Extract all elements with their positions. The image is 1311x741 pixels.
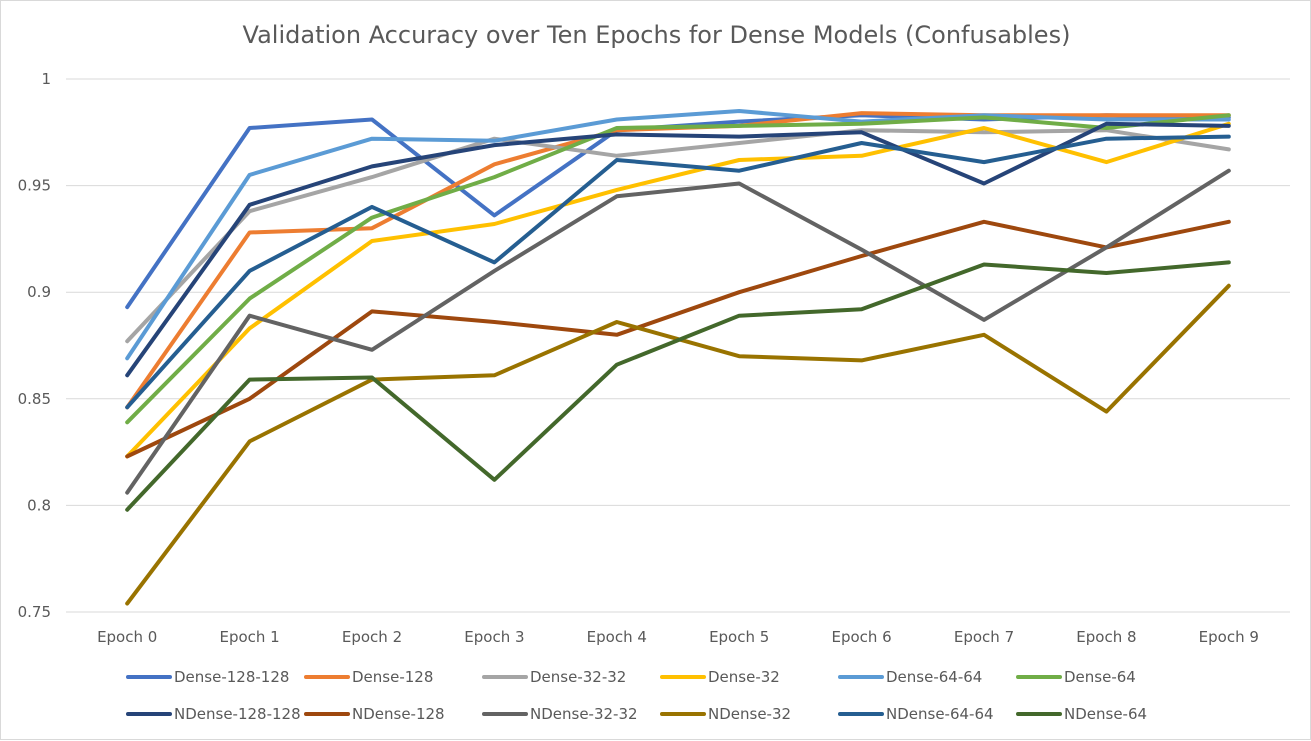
x-tick-label: Epoch 4 [587, 628, 647, 646]
x-tick-label: Epoch 8 [1076, 628, 1136, 646]
chart-title: Validation Accuracy over Ten Epochs for … [242, 21, 1071, 49]
legend-label-ndense-32: NDense-32 [708, 705, 791, 723]
x-tick-label: Epoch 9 [1199, 628, 1259, 646]
legend-label-ndense-32-32: NDense-32-32 [530, 705, 638, 723]
series-lines [125, 109, 1231, 606]
series-line-dense-64 [125, 113, 1231, 425]
x-tick-label: Epoch 0 [97, 628, 157, 646]
x-tick-label: Epoch 1 [219, 628, 279, 646]
series-line-ndense-64 [125, 260, 1231, 512]
legend-label-ndense-128: NDense-128 [352, 705, 445, 723]
legend-label-dense-32: Dense-32 [708, 668, 780, 686]
series-line-ndense-128 [125, 219, 1231, 459]
x-tick-label: Epoch 2 [342, 628, 402, 646]
x-tick-label: Epoch 7 [954, 628, 1014, 646]
y-axis: 0.75 0.8 0.85 0.9 0.95 1 [18, 70, 51, 621]
x-tick-label: Epoch 6 [831, 628, 891, 646]
y-tick-label: 0.8 [27, 496, 51, 514]
legend-label-ndense-128-128: NDense-128-128 [174, 705, 301, 723]
series-line-dense-32-32 [125, 128, 1231, 344]
legend-label-dense-32-32: Dense-32-32 [530, 668, 626, 686]
y-tick-label: 0.9 [27, 283, 51, 301]
series-line-dense-128 [125, 111, 1231, 410]
series-line-ndense-32-32 [125, 168, 1231, 495]
gridlines [66, 78, 1290, 613]
legend-label-ndense-64-64: NDense-64-64 [886, 705, 994, 723]
x-tick-label: Epoch 5 [709, 628, 769, 646]
series-line-ndense-32 [125, 283, 1231, 606]
legend-label-ndense-64: NDense-64 [1064, 705, 1147, 723]
series-line-dense-32 [125, 121, 1231, 459]
series-line-ndense-64-64 [125, 134, 1231, 410]
series-line-ndense-128-128 [125, 121, 1231, 378]
x-axis: Epoch 0 Epoch 1 Epoch 2 Epoch 3 Epoch 4 Epoch… [97, 628, 1259, 646]
legend-label-dense-64: Dense-64 [1064, 668, 1136, 686]
series-line-dense-64-64 [125, 109, 1231, 361]
y-tick-label: 1 [41, 70, 51, 88]
legend: Dense-128-128 Dense-128 Dense-32-32 Dense-3… [126, 668, 1147, 723]
legend-label-dense-128-128: Dense-128-128 [174, 668, 289, 686]
legend-label-dense-64-64: Dense-64-64 [886, 668, 982, 686]
y-tick-label: 0.85 [18, 390, 51, 408]
y-tick-label: 0.95 [18, 177, 51, 195]
y-tick-label: 0.75 [18, 603, 51, 621]
x-tick-label: Epoch 3 [464, 628, 524, 646]
legend-label-dense-128: Dense-128 [352, 668, 433, 686]
